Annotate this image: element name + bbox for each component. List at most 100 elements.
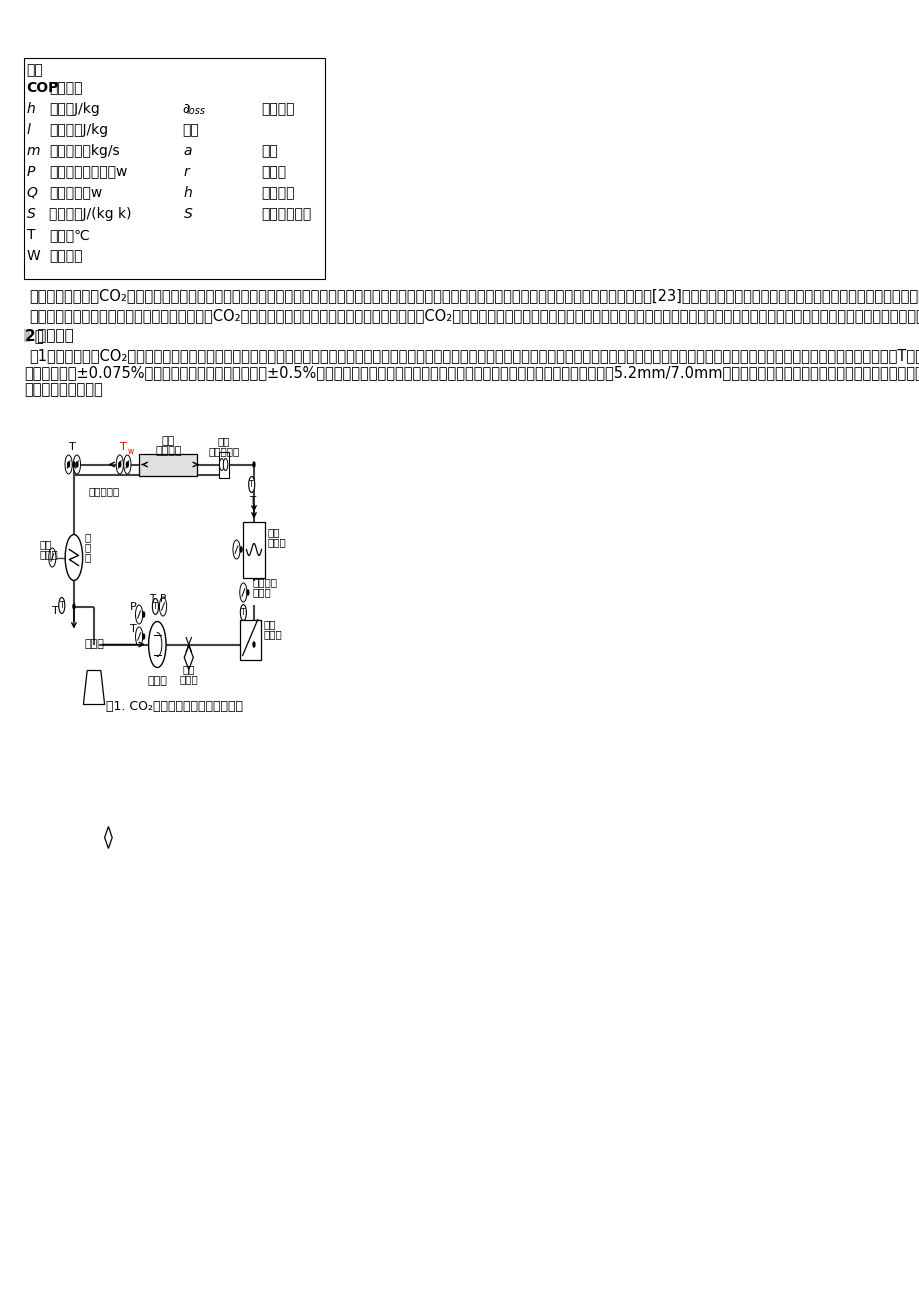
Circle shape [124,454,130,474]
Circle shape [240,547,242,552]
Text: T: T [69,443,76,453]
Text: 具体熵，J/(kg k): 具体熵，J/(kg k) [50,207,131,221]
Text: ∂: ∂ [182,102,189,116]
Text: 绝对湿度: 绝对湿度 [50,249,83,263]
Bar [140,453,197,475]
Text: 压缩机输入功率，w: 压缩机输入功率，w [50,165,128,178]
Text: S: S [184,207,192,221]
Text: 节流损失: 节流损失 [261,102,295,116]
Text: 器: 器 [85,552,91,562]
Text: 节流过程: 节流过程 [261,186,295,201]
Polygon shape [184,646,193,669]
Text: 图1展示了跨临界CO₂住宅空调系统的实验体系。其中包括了制冷剂循环及空气循环。制冷剂循环包括压缩机，油分离器，气体冷却器，内部热交换器，电子膨胀阀，蒸发器，接收: 图1展示了跨临界CO₂住宅空调系统的实验体系。其中包括了制冷剂循环及空气循环。制… [28,349,919,363]
Text: 热交换器: 热交换器 [155,447,181,457]
Text: 泄压阀: 泄压阀 [179,674,198,685]
Text: 质量流量计: 质量流量计 [208,447,239,457]
Circle shape [159,598,166,616]
Circle shape [49,548,56,566]
Circle shape [68,462,70,467]
Text: h: h [184,186,192,201]
Circle shape [233,540,240,559]
Circle shape [135,628,142,646]
Circle shape [253,462,255,467]
Text: 电子膨胀阀: 电子膨胀阀 [88,487,119,496]
Text: 空气: 空气 [261,145,278,158]
Text: 发: 发 [85,543,91,552]
Text: 另一方面，跨临界CO₂循环的节流损失比传统亚临界循环节流损失大得多。节流损失可由膨胀机恢复，膨胀机可以在很大程度上提高跨临界二氧化碳系统的性能[23]。然而，由: 另一方面，跨临界CO₂循环的节流损失比传统亚临界循环节流损失大得多。节流损失可由… [28,289,919,303]
Circle shape [149,621,165,668]
Text: 内部: 内部 [162,436,175,447]
Text: 分离器: 分离器 [263,629,282,639]
Text: 撿收器: 撿收器 [84,639,104,650]
Text: loss: loss [187,105,205,116]
Bar [239,620,260,660]
Text: W: W [27,249,40,263]
Text: 制冷剂的特别之处。: 制冷剂的特别之处。 [25,383,103,397]
Text: 微型: 微型 [217,436,230,447]
Text: 传感器: 传感器 [39,549,58,560]
Circle shape [240,604,246,621]
Circle shape [73,462,74,467]
Text: 2、: 2、 [25,328,44,344]
Text: 下标: 下标 [182,122,199,137]
Circle shape [135,605,142,624]
Text: T: T [51,605,58,616]
Text: 绝对压力: 绝对压力 [252,578,277,587]
Text: 质量流量，kg/s: 质量流量，kg/s [50,145,119,158]
Circle shape [223,458,228,470]
Text: COP: COP [27,81,59,95]
Circle shape [126,462,128,467]
Text: P: P [27,165,35,178]
Circle shape [253,642,255,647]
Text: 传热能力，w: 传热能力，w [50,186,102,201]
Text: T: T [130,625,136,634]
Bar [219,452,228,478]
Text: 压缩机: 压缩机 [147,677,167,686]
Text: T: T [248,496,255,506]
Text: T: T [241,608,245,617]
Text: 制冷剂: 制冷剂 [261,165,287,178]
Bar [244,522,265,578]
Circle shape [153,599,158,615]
Text: 油气: 油气 [263,620,276,629]
Circle shape [116,454,123,474]
Text: 性能系数: 性能系数 [50,81,83,95]
Text: 冷却器: 冷却器 [267,538,286,548]
Text: P: P [160,595,166,604]
Text: T: T [60,602,64,611]
Text: 传感器: 传感器 [252,587,270,598]
Text: 比焓，J/kg: 比焓，J/kg [50,102,100,116]
Text: a: a [184,145,192,158]
Polygon shape [84,671,105,704]
Text: l: l [27,122,30,137]
Circle shape [65,535,83,581]
Circle shape [248,477,255,492]
Circle shape [65,454,72,474]
Text: T: T [249,480,254,490]
Text: 图1. CO₂住宅空调系统实验体系图示: 图1. CO₂住宅空调系统实验体系图示 [106,699,243,712]
Circle shape [73,604,74,609]
Circle shape [74,454,81,474]
Text: T: T [149,595,155,604]
Circle shape [142,612,144,617]
Circle shape [119,462,120,467]
Circle shape [76,462,78,467]
Text: P: P [130,603,136,612]
Text: 温度，℃: 温度，℃ [50,228,90,242]
Text: h: h [27,102,35,116]
Text: Q: Q [27,186,38,201]
Text: S: S [27,207,35,221]
Bar [24,59,325,279]
Text: 水潜热，J/kg: 水潜热，J/kg [50,122,108,137]
Text: 定义: 定义 [27,62,43,77]
Text: 感器（规格：±0.075%）以及微动质量流量计（规格：±0.5%）。实验系统用到的是三排交错的鳍管式气体冷却器和蒸发器，管直径分别为5.2mm/7.0mm。研究: 感器（规格：±0.075%）以及微动质量流量计（规格：±0.5%）。实验系统用到… [25,366,919,380]
Circle shape [220,458,224,470]
Text: m: m [27,145,40,158]
Circle shape [240,583,246,602]
Text: 安全: 安全 [182,664,195,674]
Text: T: T [153,602,157,611]
Text: 蒸: 蒸 [85,533,91,543]
Text: 气体: 气体 [267,527,279,538]
Text: w: w [128,447,134,456]
Text: 实验设备: 实验设备 [32,328,74,344]
